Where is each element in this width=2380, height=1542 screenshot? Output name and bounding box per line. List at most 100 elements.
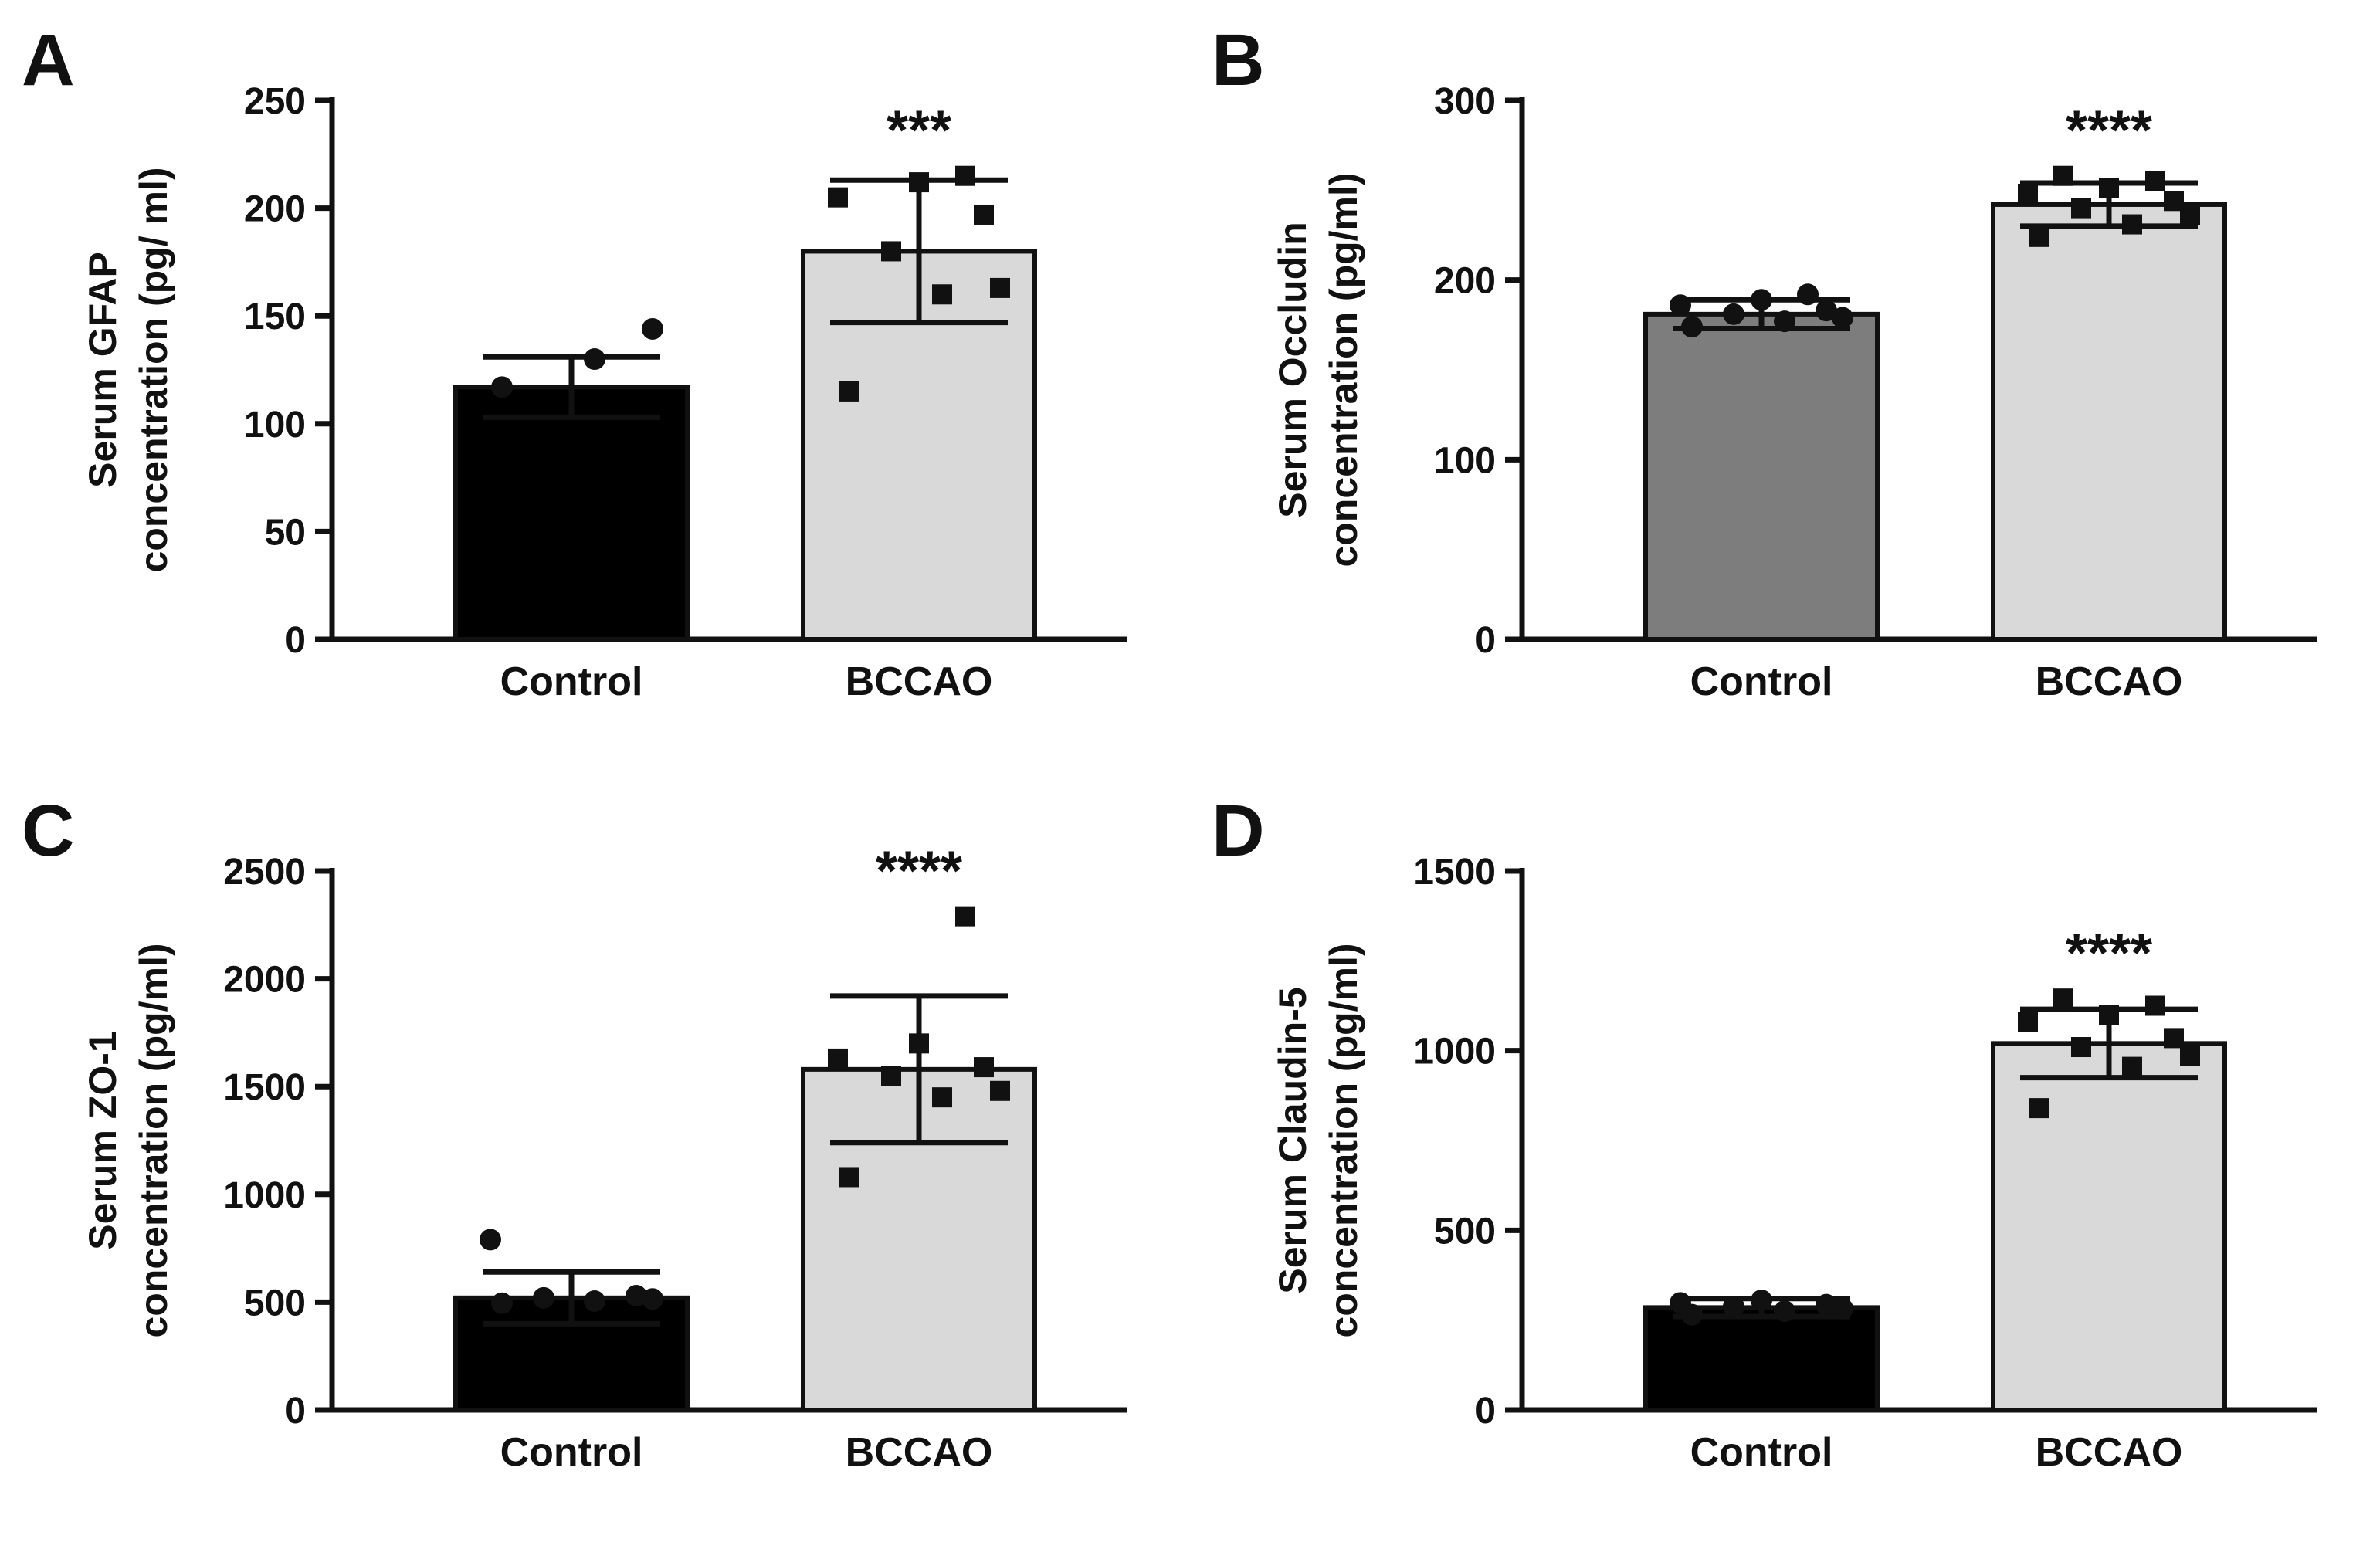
data-point — [642, 317, 663, 340]
category-label: BCCAO — [846, 659, 993, 704]
data-point — [2071, 1037, 2091, 1058]
y-tick-label: 2500 — [223, 852, 306, 893]
bar-control — [453, 385, 690, 642]
y-tick-label: 0 — [1475, 620, 1496, 661]
bar-control — [1643, 1305, 1880, 1412]
data-point — [2029, 226, 2049, 247]
data-point — [1751, 289, 1772, 311]
data-point — [584, 348, 605, 371]
data-point — [626, 1285, 647, 1307]
panel-letter: B — [1212, 19, 1265, 101]
data-point — [955, 165, 975, 186]
data-point — [480, 1229, 501, 1251]
y-tick-label: 0 — [285, 620, 306, 661]
panel-C: C Serum ZO-1 concentration (pg/ml) 0 500 1000… — [22, 790, 1127, 1475]
y-tick-label: 100 — [1434, 440, 1496, 481]
data-point — [2122, 214, 2142, 235]
data-point — [1816, 300, 1837, 322]
data-point — [491, 1292, 513, 1314]
category-label: BCCAO — [2036, 1430, 2183, 1475]
y-tick-label: 150 — [244, 297, 306, 337]
data-point — [1681, 316, 1703, 338]
category-label: BCCAO — [2036, 659, 2183, 704]
panel-D: D Serum Claudin-5 concentration (pg/ml) 0 50… — [1212, 790, 2317, 1475]
data-point — [909, 172, 929, 193]
y-tick-label: 2000 — [223, 960, 306, 1001]
y-axis-label: Serum Claudin-5 — [1271, 987, 1314, 1293]
data-point — [1670, 294, 1691, 317]
y-axis-label: concentration (pg/ml) — [1322, 172, 1365, 567]
y-axis-label: Serum ZO-1 — [81, 1031, 124, 1249]
y-tick-label: 250 — [244, 81, 306, 122]
category-label: Control — [500, 1430, 643, 1475]
y-tick-label: 300 — [1434, 81, 1496, 122]
significance-label: *** — [887, 100, 951, 162]
y-tick-label: 500 — [1434, 1211, 1496, 1252]
y-tick-label: 1500 — [223, 1067, 306, 1108]
category-label: BCCAO — [846, 1430, 993, 1475]
data-point — [1832, 1297, 1853, 1320]
significance-label: **** — [2066, 923, 2152, 985]
data-point — [2122, 1056, 2142, 1077]
data-point — [932, 1087, 952, 1108]
data-point — [974, 1057, 994, 1078]
data-point — [2053, 988, 2073, 1009]
significance-label: **** — [2066, 100, 2152, 162]
data-point — [909, 1033, 929, 1054]
data-point — [955, 906, 975, 927]
data-point — [2099, 178, 2119, 199]
data-point — [2099, 1005, 2119, 1025]
data-point — [828, 1048, 848, 1069]
data-point — [932, 284, 952, 305]
panel-letter: A — [22, 19, 75, 101]
data-point — [1670, 1292, 1691, 1314]
y-tick-label: 1500 — [1413, 852, 1496, 893]
y-tick-label: 0 — [1475, 1391, 1496, 1432]
significance-label: **** — [876, 841, 962, 903]
data-point — [1816, 1293, 1837, 1316]
bar-bccao — [1991, 1041, 2227, 1412]
data-point — [2029, 1098, 2049, 1119]
data-point — [2180, 1046, 2200, 1066]
panel-letter: C — [22, 790, 75, 872]
data-point — [828, 187, 848, 208]
data-point — [2145, 171, 2165, 191]
data-point — [881, 1066, 901, 1086]
panel-B: B Serum Occludin concentration (pg/ml) 0 100… — [1212, 19, 2317, 704]
data-point — [2164, 1028, 2184, 1049]
category-label: Control — [1690, 1430, 1833, 1475]
y-tick-label: 100 — [244, 405, 306, 446]
data-point — [1751, 1290, 1772, 1312]
data-point — [839, 1167, 859, 1188]
y-tick-label: 0 — [285, 1391, 306, 1432]
panel-A: A Serum GFAP concentration (pg/ ml) 0 50 100 1… — [22, 19, 1127, 704]
y-axis-label: Serum Occludin — [1271, 222, 1314, 517]
category-label: Control — [500, 659, 643, 704]
y-axis-label: concentration (pg/ ml) — [132, 168, 175, 573]
data-point — [1774, 310, 1795, 333]
data-point — [2053, 165, 2073, 186]
data-point — [839, 381, 859, 402]
data-point — [990, 277, 1010, 298]
y-tick-label: 1000 — [223, 1175, 306, 1216]
data-point — [2018, 1012, 2038, 1032]
data-point — [1797, 283, 1819, 306]
data-point — [2071, 198, 2091, 219]
y-tick-label: 50 — [265, 512, 306, 553]
data-point — [491, 376, 513, 398]
y-tick-label: 200 — [244, 189, 306, 230]
y-tick-label: 1000 — [1413, 1032, 1496, 1073]
data-point — [642, 1288, 663, 1310]
data-point — [1774, 1300, 1795, 1323]
data-point — [584, 1290, 605, 1313]
data-point — [990, 1080, 1010, 1101]
y-axis-label: concentration (pg/ml) — [1322, 943, 1365, 1337]
bar-bccao — [1991, 202, 2227, 642]
data-point — [1723, 303, 1744, 325]
panel-letter: D — [1212, 790, 1265, 872]
bar-bccao — [801, 1066, 1037, 1412]
data-point — [533, 1286, 554, 1309]
data-point — [974, 204, 994, 225]
category-label: Control — [1690, 659, 1833, 704]
